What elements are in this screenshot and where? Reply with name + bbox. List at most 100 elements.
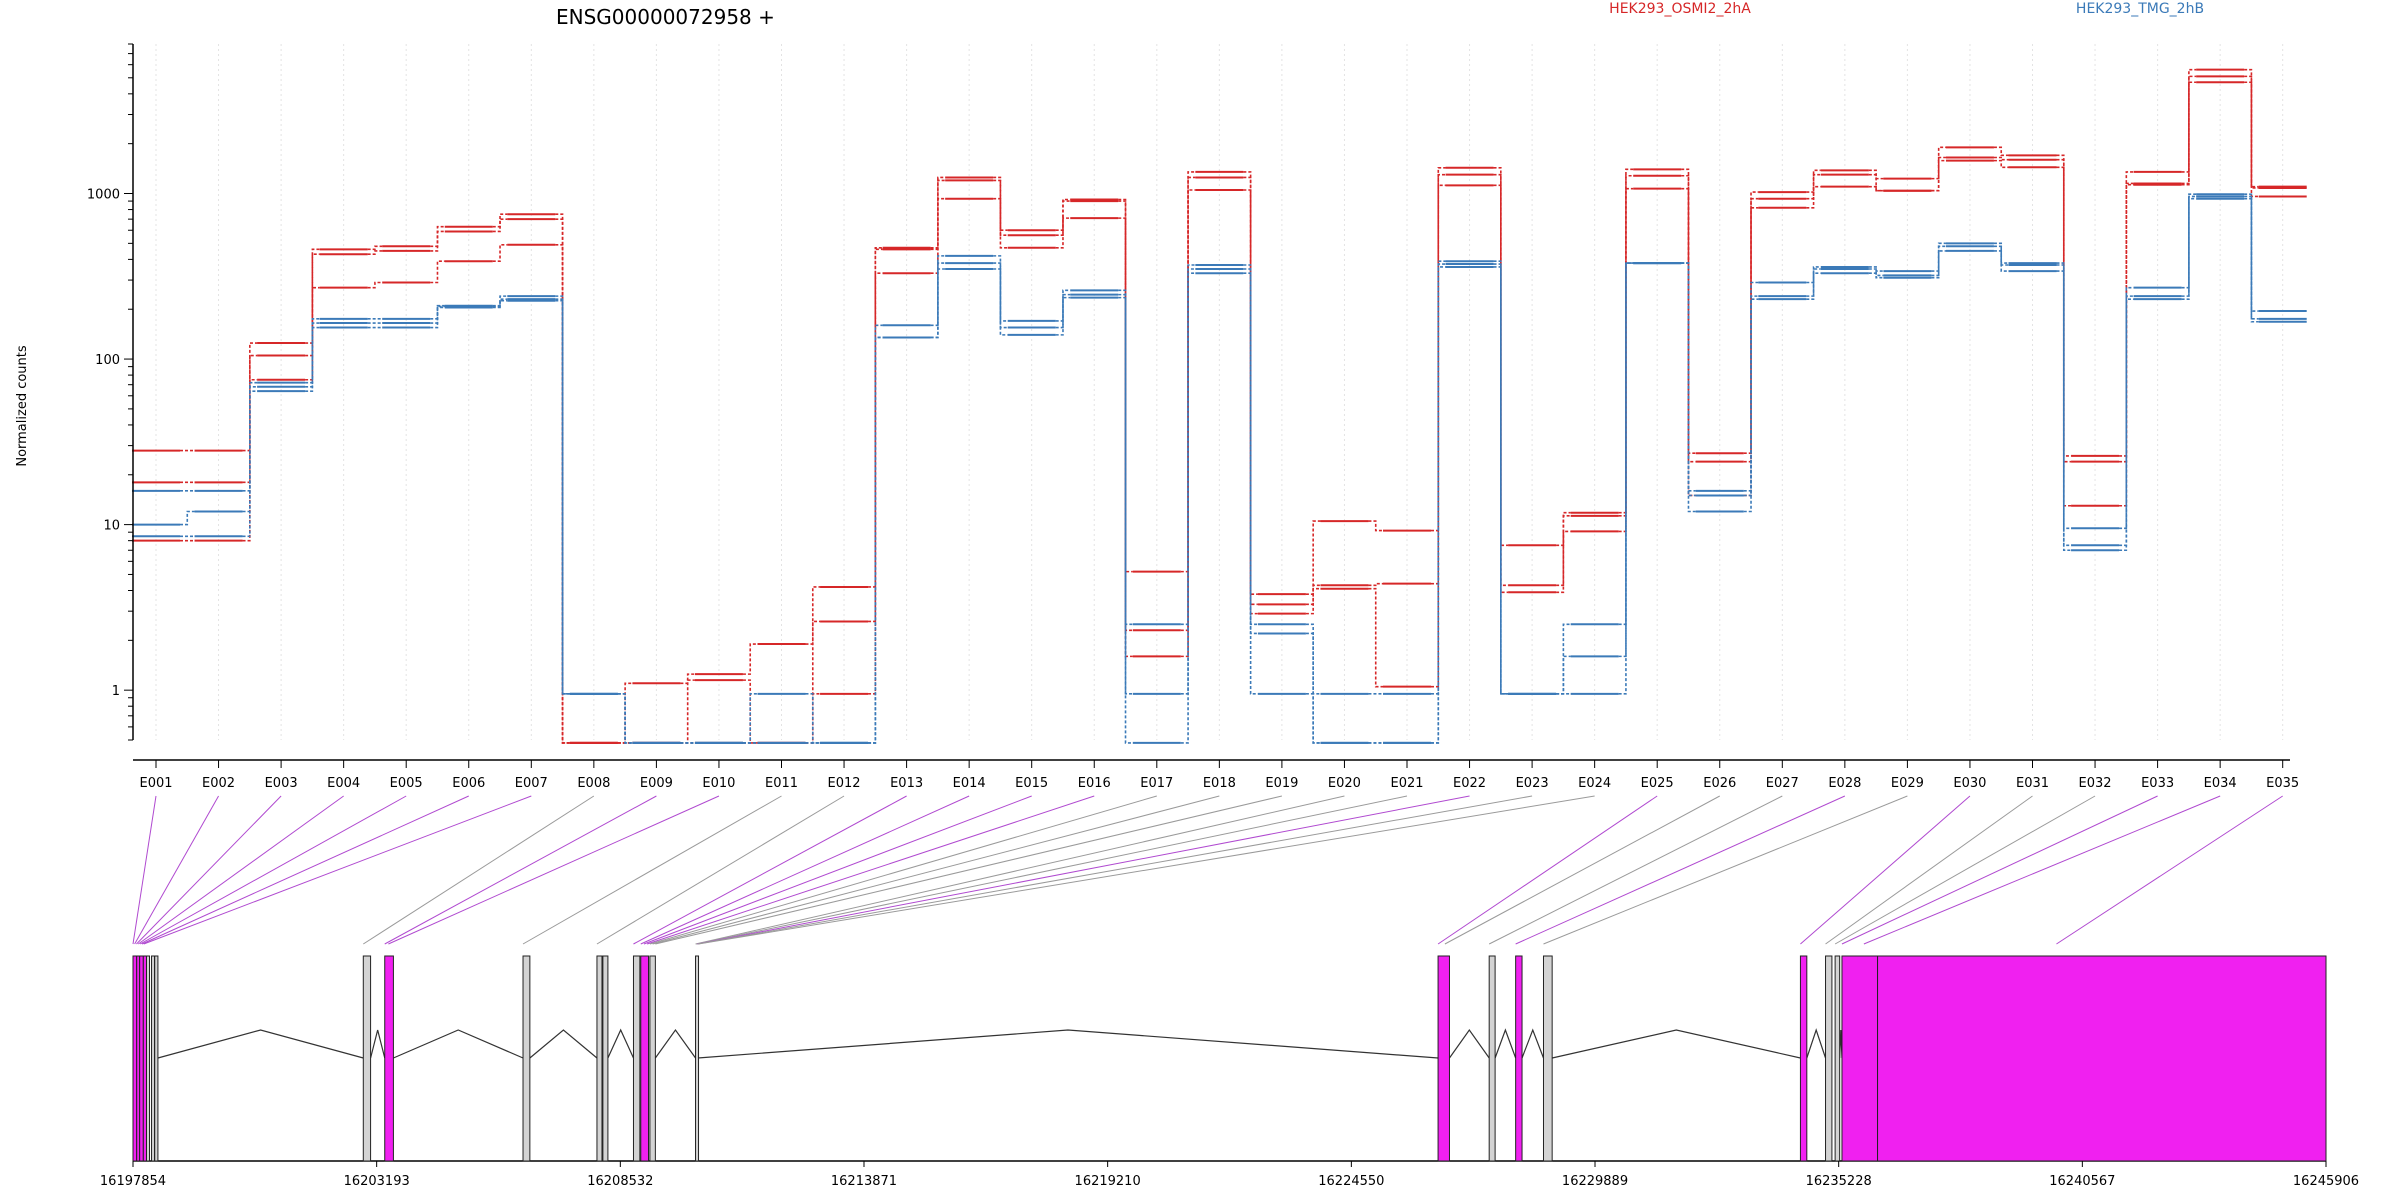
bin-link: [388, 795, 720, 945]
series-connector: [1993, 250, 2009, 272]
exon-block: [1515, 955, 1523, 1162]
series-connector: [1993, 242, 2009, 264]
coordinate-tick-label: 16203193: [344, 1174, 410, 1189]
bin-link: [384, 795, 657, 945]
y-tick-label: 1: [112, 684, 120, 699]
series-connector: [1556, 530, 1571, 594]
x-tick-label: E004: [327, 776, 360, 791]
series-connector: [1618, 262, 1634, 695]
series-connector: [930, 268, 946, 339]
series-connector: [242, 390, 258, 538]
series-connector: [1993, 159, 2009, 169]
series-connector: [617, 693, 633, 744]
series-connector: [1868, 268, 1884, 277]
series-connector: [430, 230, 445, 252]
x-tick-label: E028: [1828, 776, 1861, 791]
coordinate-tick-label: 16208532: [587, 1174, 653, 1189]
bin-link: [633, 795, 907, 945]
series-connector: [1806, 268, 1821, 297]
series-connector: [1368, 582, 1383, 587]
x-tick-label: E017: [1140, 776, 1173, 791]
series-connector: [1368, 587, 1383, 688]
series-connector: [1931, 245, 1946, 277]
x-tick-label: E012: [828, 776, 861, 791]
x-tick-label: E035: [2266, 776, 2299, 791]
intron-line: [529, 1029, 598, 1059]
y-tick-label: 10: [103, 519, 120, 534]
series-connector: [492, 243, 508, 263]
x-tick-label: E006: [452, 776, 485, 791]
x-tick-label: E022: [1453, 776, 1486, 791]
bin-link: [697, 795, 1470, 945]
x-tick-label: E024: [1578, 776, 1611, 791]
series-line: [132, 81, 2307, 744]
x-tick-label: E009: [640, 776, 673, 791]
series-connector: [1180, 272, 1196, 744]
x-tick-label: E001: [139, 776, 172, 791]
bin-link: [1825, 795, 2033, 945]
series-connector: [1180, 268, 1196, 695]
bin-link: [522, 795, 782, 945]
x-tick-label: E011: [765, 776, 798, 791]
x-tick-label: E021: [1390, 776, 1423, 791]
bin-link: [134, 795, 219, 945]
series-connector: [680, 679, 695, 744]
x-tick-label: E003: [265, 776, 298, 791]
x-tick-label: E023: [1516, 776, 1549, 791]
series-connector: [1806, 185, 1821, 209]
x-tick-label: E005: [390, 776, 423, 791]
coordinate-tick-label: 16213871: [831, 1174, 897, 1189]
exon-block: [632, 955, 641, 1162]
x-tick-label: E026: [1703, 776, 1736, 791]
series-connector: [492, 218, 508, 233]
series-connector: [1493, 263, 1509, 695]
x-tick-label: E032: [2079, 776, 2112, 791]
x-tick-label: E013: [890, 776, 923, 791]
gene-model: [132, 955, 2327, 1162]
series-connector: [1305, 693, 1321, 744]
series-connector: [1868, 272, 1884, 279]
bin-link: [138, 795, 344, 945]
series-connector: [993, 262, 1008, 329]
series-connector: [1118, 293, 1133, 695]
bin-link: [2056, 795, 2283, 945]
bin-link: [1863, 795, 2221, 945]
series-connector: [1681, 262, 1696, 513]
x-tick-label: E019: [1265, 776, 1298, 791]
exon-block: [1834, 955, 1841, 1162]
x-tick-label: E034: [2204, 776, 2237, 791]
x-tick-label: E020: [1328, 776, 1361, 791]
series-connector: [1055, 296, 1071, 336]
legend-entry: HEK293_TMG_2hB: [2076, 1, 2204, 17]
bin-link: [697, 795, 1533, 945]
series-connector: [993, 255, 1008, 322]
y-axis-label: Normalized counts: [15, 345, 30, 467]
x-tick-label: E030: [1953, 776, 1986, 791]
exon-block: [1841, 955, 1879, 1162]
bin-link: [132, 795, 157, 945]
series-connector: [180, 510, 195, 526]
series-connector: [2244, 81, 2259, 198]
bin-link: [139, 795, 407, 945]
exon-block: [640, 955, 650, 1162]
series-connector: [2056, 262, 2072, 530]
intron-line: [1448, 1028, 1490, 1059]
series-connector: [1243, 268, 1258, 635]
series-connector: [2244, 68, 2259, 188]
bin-link: [695, 795, 1345, 945]
series-connector: [1556, 515, 1571, 587]
series-connector: [1493, 266, 1509, 695]
x-tick-label: E008: [577, 776, 610, 791]
series-connector: [430, 260, 445, 284]
series-connector: [242, 354, 258, 484]
exon-block: [1488, 955, 1496, 1162]
x-tick-label: E018: [1203, 776, 1236, 791]
series-connector: [993, 268, 1008, 336]
exon-block: [1877, 955, 2327, 1162]
series-connector: [1556, 655, 1571, 695]
series-connector: [930, 255, 946, 327]
exon-block: [362, 955, 372, 1162]
series-connector: [367, 245, 383, 251]
series-lines: [132, 68, 2307, 744]
coordinate-tick-label: 16245906: [2293, 1174, 2359, 1189]
